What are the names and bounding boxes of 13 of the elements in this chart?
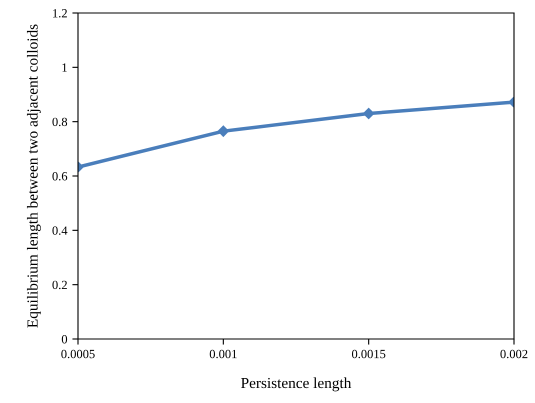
x-axis-title: Persistence length xyxy=(241,377,352,392)
x-tick-label: 0.002 xyxy=(500,350,528,358)
y-tick-label: 1.2 xyxy=(53,9,67,18)
y-tick-label: 0 xyxy=(62,335,68,344)
y-tick-label: 0.8 xyxy=(52,118,68,126)
y-tick-label: 1 xyxy=(62,63,67,72)
y-tick-label: 0.2 xyxy=(52,280,67,290)
y-axis-title: Equilibrium length between two adjacent colloids xyxy=(26,24,41,328)
x-tick-label: 0.001 xyxy=(210,350,237,358)
x-tick-label: 0.0005 xyxy=(61,350,95,358)
y-tick-label: 0.4 xyxy=(52,226,68,235)
x-tick-label: 0.0015 xyxy=(352,350,386,358)
y-tick-label: 0.6 xyxy=(52,172,68,181)
